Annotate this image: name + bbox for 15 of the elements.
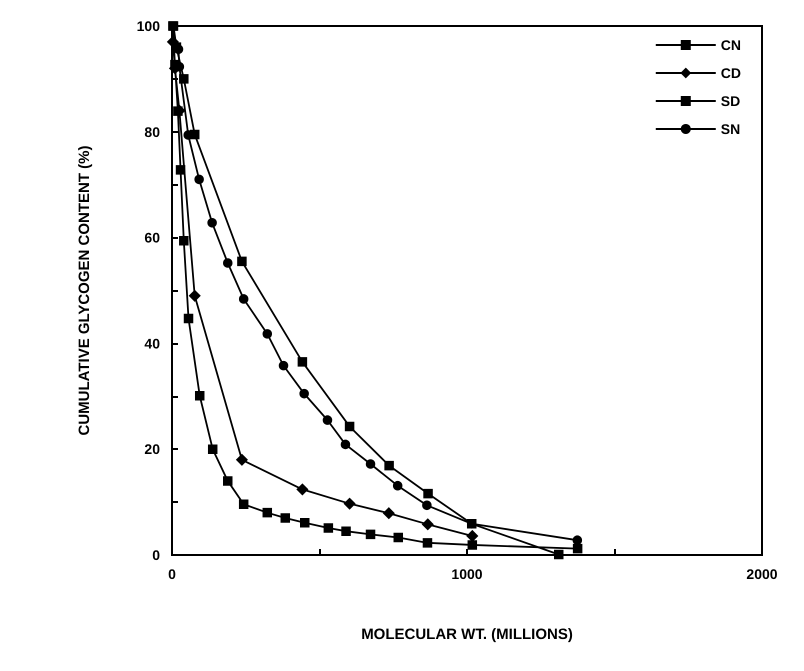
y-tick-label: 0 bbox=[152, 547, 160, 563]
x-tick-label: 1000 bbox=[451, 566, 483, 582]
y-tick-label: 20 bbox=[144, 441, 160, 458]
y-tick-label: 60 bbox=[144, 230, 160, 246]
legend-label: CN bbox=[720, 37, 742, 53]
x-axis-title: MOLECULAR WT. (MILLIONS) bbox=[361, 626, 573, 643]
y-tick-label: 40 bbox=[144, 335, 160, 352]
y-tick-label: 80 bbox=[144, 124, 160, 140]
legend-label: CD bbox=[720, 65, 742, 81]
legend-label: SN bbox=[720, 121, 740, 137]
y-axis-title: CUMULATIVE GLYCOGEN CONTENT (%) bbox=[76, 145, 93, 436]
x-tick-label: 2000 bbox=[746, 566, 778, 582]
y-tick-label: 100 bbox=[136, 18, 160, 34]
legend-label: SD bbox=[720, 93, 740, 109]
x-tick-label: 0 bbox=[168, 566, 176, 582]
